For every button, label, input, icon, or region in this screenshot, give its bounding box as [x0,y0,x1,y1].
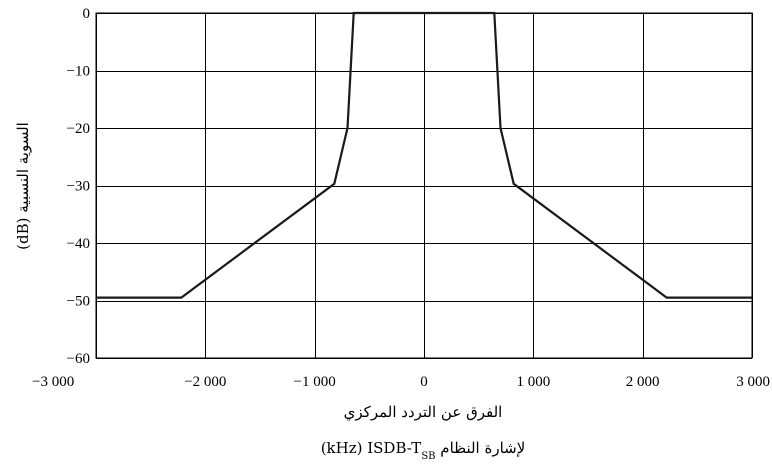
grid-layer [96,13,753,359]
y-tick-label: −60 [67,351,90,367]
series-line-0 [96,11,752,299]
x-axis-label-line-2: (kHz) ISDB-TSB لإشارة النظام [321,439,526,462]
y-axis-label: السوية النسبية (dB) [14,122,32,250]
y-tick-label: −50 [67,294,90,310]
x-axis-tick-labels: −3 000 −2 000 −1 000 0 1 000 2 000 3 000 [32,374,770,390]
x-tick-label: 3 000 [736,374,770,390]
x-axis-label: الفرق عن التردد المركزي [344,403,503,421]
y-tick-label: −20 [67,121,90,137]
y-axis-tick-labels: 0 −10 −20 −30 −40 −50 −60 [67,6,90,367]
x-tick-label: 0 [420,374,428,390]
series-layer [96,11,752,299]
x-tick-label: −3 000 [32,374,74,390]
y-tick-label: −40 [67,236,90,252]
x-axis-system-name: ISDB-T [367,439,421,457]
x-tick-label: −1 000 [294,374,336,390]
x-tick-label: −2 000 [184,374,226,390]
x-tick-label: 1 000 [516,374,550,390]
x-axis-prefix: لإشارة النظام [440,439,525,457]
y-tick-label: 0 [83,6,91,22]
y-tick-label: −10 [67,64,90,80]
x-tick-label: 2 000 [626,374,660,390]
y-tick-label: −30 [67,179,90,195]
x-axis-system-subscript: SB [421,451,435,462]
x-axis-unit: (kHz) [321,439,368,457]
